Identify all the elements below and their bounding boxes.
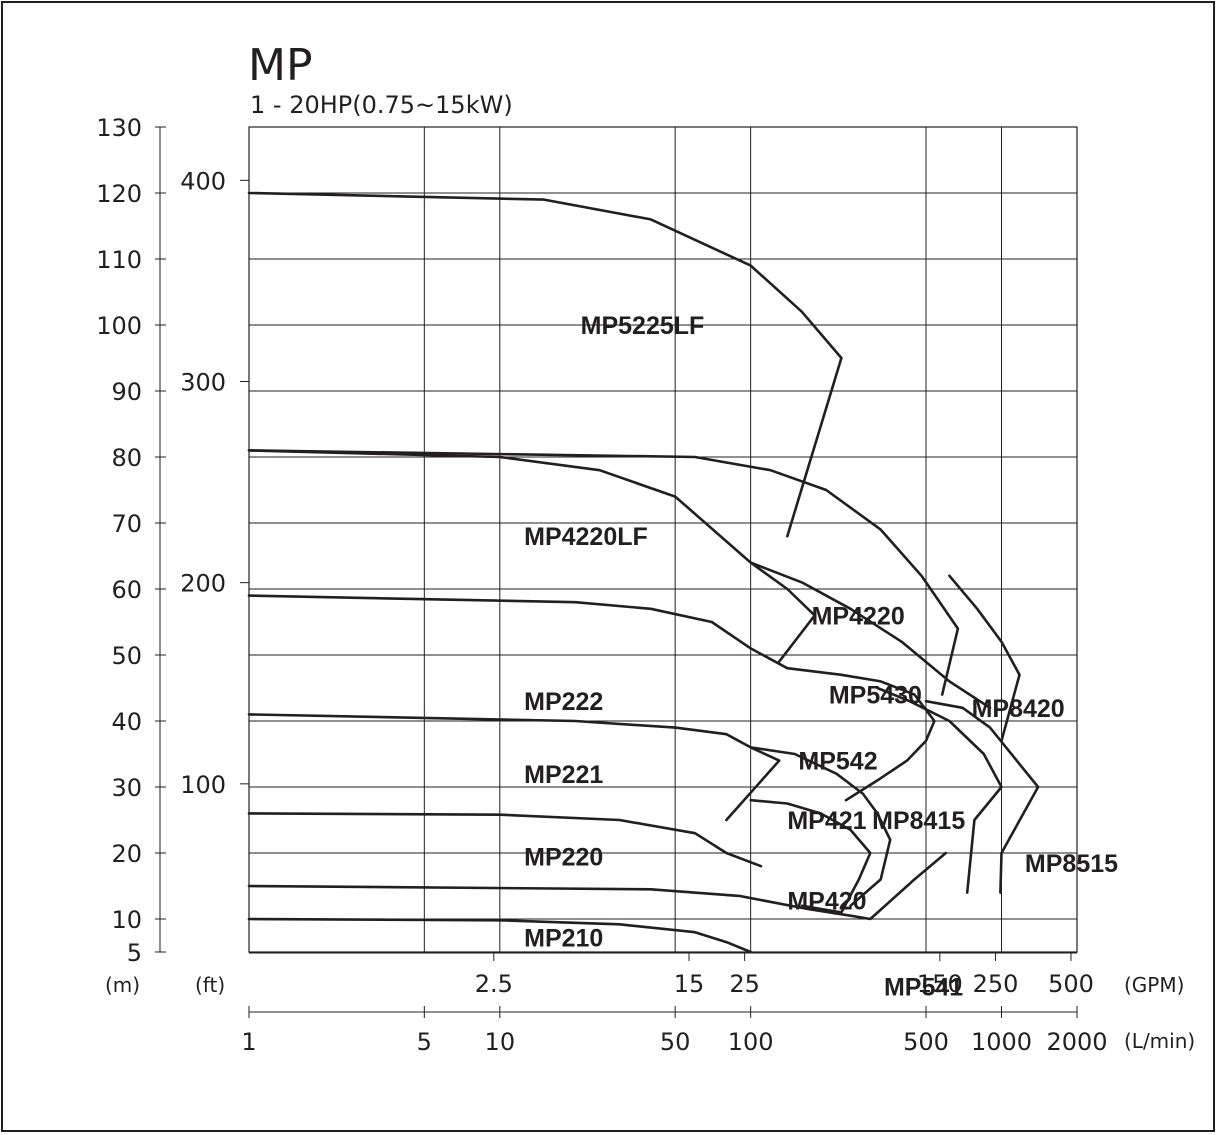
- series-label-mp8415: MP8415: [872, 807, 965, 835]
- x-tick-label-lmin: 50: [660, 1028, 691, 1056]
- curve-mp4220: [247, 449, 960, 696]
- x-tick-label-lmin: 2000: [1046, 1028, 1107, 1056]
- y-tick-label-ft: 300: [180, 368, 226, 396]
- y-tick-label-m: 130: [96, 114, 142, 142]
- y-unit-meters: (m): [105, 973, 140, 997]
- y-tick-label-ft: 100: [180, 771, 226, 799]
- series-label-mp421: MP421: [787, 807, 866, 835]
- x-unit-lmin: (L/min): [1124, 1029, 1195, 1053]
- curve-mp8420: [948, 574, 1021, 743]
- x-tick-label-gpm: 250: [973, 970, 1019, 998]
- y-tick-label-m: 5: [127, 939, 142, 967]
- chart-title: MP: [248, 40, 313, 91]
- series-label-mp220: MP220: [524, 843, 603, 871]
- series-label-mp542: MP542: [798, 748, 877, 776]
- y-tick-label-m: 50: [111, 642, 142, 670]
- curve-mp421: [749, 746, 892, 908]
- series-label-mp4220lf: MP4220LF: [524, 523, 648, 551]
- series-label-mp221: MP221: [524, 761, 603, 789]
- curve-mp5430: [749, 561, 992, 710]
- series-label-mp222: MP222: [524, 688, 603, 716]
- x-tick-label-gpm: 25: [729, 970, 760, 998]
- y-tick-label-m: 10: [111, 906, 142, 934]
- y-tick-label-m: 120: [96, 180, 142, 208]
- y-unit-feet: (ft): [195, 973, 225, 997]
- x-tick-label-lmin: 5: [417, 1028, 432, 1056]
- series-labels: MP5225LF MP4220LF MP4220 MP222 MP5430 MP8420 M…: [524, 312, 1118, 1001]
- curve-mp8415: [876, 686, 1003, 894]
- series-label-mp210: MP210: [524, 924, 603, 952]
- plot-area: [248, 126, 1078, 953]
- series-label-mp5225lf: MP5225LF: [581, 312, 705, 340]
- x-tick-label-lmin: 500: [903, 1028, 949, 1056]
- axes: 5102030405060708090100110120130100200300…: [96, 114, 1107, 1056]
- y-tick-label-m: 70: [111, 510, 142, 538]
- pump-curves: [247, 191, 1040, 954]
- x-tick-label-lmin: 100: [728, 1028, 774, 1056]
- x-tick-label-gpm: 500: [1048, 970, 1094, 998]
- curve-mp541: [247, 851, 948, 921]
- curve-mp210: [247, 917, 753, 954]
- series-label-mp8420: MP8420: [972, 695, 1065, 723]
- y-tick-label-m: 110: [96, 246, 142, 274]
- series-label-mp541: MP541: [884, 973, 963, 1001]
- x-tick-label-lmin: 1000: [971, 1028, 1032, 1056]
- series-label-mp420: MP420: [787, 888, 866, 916]
- curve-mp222: [247, 594, 789, 670]
- curve-mp220: [247, 812, 763, 868]
- x-tick-label-gpm: 2.5: [475, 970, 513, 998]
- y-tick-label-m: 60: [111, 576, 142, 604]
- y-tick-label-m: 20: [111, 840, 142, 868]
- chart-subtitle: 1 - 20HP(0.75~15kW): [250, 91, 513, 119]
- y-tick-label-m: 80: [111, 444, 142, 472]
- series-label-mp5430: MP5430: [829, 682, 922, 710]
- y-tick-label-m: 40: [111, 708, 142, 736]
- y-tick-label-m: 100: [96, 312, 142, 340]
- curve-mp8515: [924, 699, 1040, 894]
- x-tick-label-lmin: 1: [241, 1028, 256, 1056]
- y-tick-label-ft: 400: [180, 167, 226, 195]
- x-unit-gpm: (GPM): [1124, 973, 1184, 997]
- x-tick-label-lmin: 10: [485, 1028, 516, 1056]
- x-tick-label-gpm: 15: [674, 970, 705, 998]
- y-tick-label-m: 90: [111, 378, 142, 406]
- y-tick-label-m: 30: [111, 774, 142, 802]
- y-tick-label-ft: 200: [180, 570, 226, 598]
- curve-mp420: [749, 798, 872, 914]
- curve-mp221: [247, 713, 781, 822]
- curve-mp542: [785, 666, 936, 802]
- series-label-mp4220: MP4220: [812, 602, 905, 630]
- series-label-mp8515: MP8515: [1025, 850, 1118, 878]
- curve-mp4220lf: [247, 449, 817, 663]
- curve-mp5225lf: [247, 191, 843, 538]
- x-tick-label-gpm: 150: [917, 970, 963, 998]
